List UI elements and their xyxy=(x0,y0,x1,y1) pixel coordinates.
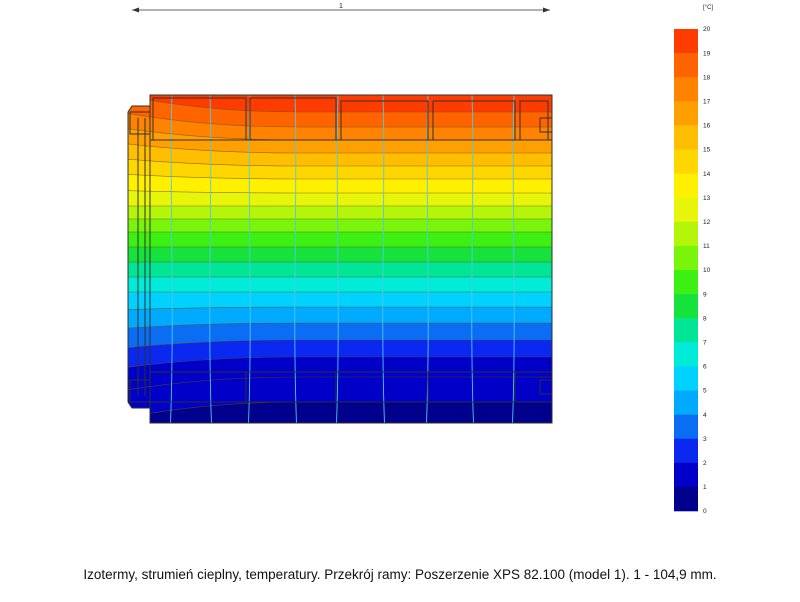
legend-tick-label: 3 xyxy=(703,436,707,443)
temperature-band xyxy=(128,377,552,419)
figure-caption: Izotermy, strumień cieplny, temperatury.… xyxy=(83,567,717,582)
legend-tick-label: 7 xyxy=(703,340,707,347)
legend-swatch xyxy=(674,390,698,415)
legend-swatch xyxy=(674,486,698,512)
legend-swatch xyxy=(674,318,698,343)
temperature-band xyxy=(128,357,552,391)
legend-swatch xyxy=(674,125,698,150)
temperature-band xyxy=(128,323,552,349)
isotherm-line xyxy=(128,173,552,180)
legend-swatch xyxy=(674,462,698,488)
isotherm-line xyxy=(128,356,552,369)
temperature-band xyxy=(128,143,552,167)
legend-tick-label: 17 xyxy=(703,99,711,106)
legend-tick-label: 4 xyxy=(703,412,707,419)
temperature-band xyxy=(128,95,552,113)
legend-swatch xyxy=(674,53,698,78)
legend-tick-label: 5 xyxy=(703,388,707,395)
isotherm-line xyxy=(128,376,552,392)
temperature-band xyxy=(128,112,552,141)
legend-swatch xyxy=(674,197,698,223)
profile-outline xyxy=(539,379,553,395)
temperature-band xyxy=(128,190,552,207)
heat-flow-line xyxy=(170,95,173,423)
legend-swatch xyxy=(674,245,698,271)
legend-swatch xyxy=(674,366,698,391)
heat-flow-line xyxy=(248,95,251,423)
isotherm-line xyxy=(128,339,552,349)
legend-tick-label: 12 xyxy=(703,219,711,226)
temperature-band xyxy=(128,95,552,128)
legend-tick-label: 0 xyxy=(703,508,707,515)
heat-flow-line xyxy=(294,95,297,423)
legend-tick-label: 13 xyxy=(703,195,711,202)
profile-outline xyxy=(127,94,553,424)
temperature-band xyxy=(128,158,552,180)
legend-tick-label: 14 xyxy=(703,171,711,178)
profile-outline xyxy=(539,117,553,133)
legend-tick-label: 16 xyxy=(703,123,711,130)
dimension-label: 1 xyxy=(339,3,343,10)
temperature-band xyxy=(128,231,552,248)
profile-outline xyxy=(129,379,151,403)
isotherm-line xyxy=(128,142,552,154)
temperature-band xyxy=(128,261,552,278)
legend-swatch xyxy=(674,270,698,295)
legend-tick-label: 9 xyxy=(703,291,707,298)
heat-flow-line xyxy=(336,95,339,423)
temperature-band xyxy=(128,218,552,233)
legend-swatch xyxy=(674,414,698,439)
legend-swatch xyxy=(674,29,698,54)
legend-tick-label: 11 xyxy=(703,243,710,250)
legend-swatch xyxy=(674,77,698,102)
legend-swatch xyxy=(674,173,698,198)
temperature-band xyxy=(128,291,552,310)
legend-tick-label: 1 xyxy=(703,484,707,491)
legend-tick-label: 2 xyxy=(703,460,707,467)
isotherm-line xyxy=(128,190,552,194)
legend-unit: [°C] xyxy=(703,5,713,11)
legend-swatch xyxy=(674,294,698,319)
temperature-band xyxy=(128,205,552,220)
legend-tick-label: 8 xyxy=(703,315,707,322)
temperature-band xyxy=(128,246,552,263)
temperature-band xyxy=(128,340,552,369)
isotherm-line xyxy=(128,306,552,311)
profile-outline xyxy=(129,111,151,135)
legend-swatch xyxy=(674,342,698,367)
legend-swatch xyxy=(674,438,698,464)
frame-cross-section xyxy=(127,94,553,424)
isotherm-line xyxy=(128,158,552,167)
legend-tick-label: 6 xyxy=(703,364,707,371)
heat-flow-line xyxy=(471,95,474,423)
heat-flow-line xyxy=(209,95,212,423)
heat-flow-line xyxy=(512,95,515,423)
legend-tick-label: 18 xyxy=(703,74,711,81)
legend-tick-label: 10 xyxy=(703,267,711,274)
legend-tick-label: 19 xyxy=(703,50,711,57)
temperature-band xyxy=(128,276,552,293)
isotherm-line xyxy=(128,111,552,128)
legend-tick-label: 15 xyxy=(703,147,711,154)
dimension-line: 1 xyxy=(132,3,550,13)
legend-swatch xyxy=(674,221,698,247)
isotherm-line xyxy=(128,322,552,329)
legend-swatch xyxy=(674,149,698,174)
temperature-band xyxy=(128,127,552,154)
legend-swatch xyxy=(674,101,698,126)
heat-flow-line xyxy=(382,95,385,423)
legend-tick-label: 20 xyxy=(703,26,711,33)
temperature-band xyxy=(128,174,552,194)
